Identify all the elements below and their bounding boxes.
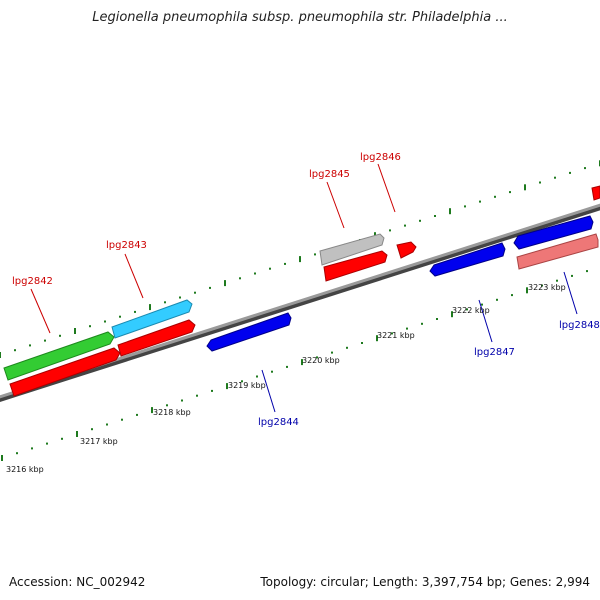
genome-summary-text: Topology: circular; Length: 3,397,754 bp… [260,575,590,589]
reverse-scale-minor-tick [271,371,273,373]
reverse-scale-minor-tick [406,328,408,330]
reverse-scale-minor-tick [586,270,588,272]
forward-scale-minor-tick [584,167,586,169]
forward-scale-minor-tick [239,277,241,279]
reverse-scale-minor-tick [496,299,498,301]
reverse-scale-minor-tick [16,452,18,454]
forward-scale-minor-tick [29,344,31,346]
forward-scale-minor-tick [104,321,106,323]
scale-label-3223: 3223 kbp [528,283,566,292]
forward-scale-minor-tick [464,205,466,207]
label-lpg2848: lpg2848 [559,320,600,331]
forward-scale-major-tick [149,304,151,310]
scale-label-3220: 3220 kbp [302,356,340,365]
forward-scale-minor-tick [404,225,406,227]
forward-scale-minor-tick [134,311,136,313]
forward-scale-minor-tick [44,340,46,342]
leader-lpg2848 [564,272,577,314]
reverse-scale-minor-tick [331,352,333,354]
forward-scale-major-tick [224,280,226,286]
reverse-scale-minor-tick [121,419,123,421]
label-leader-lines [31,164,577,412]
forward-scale-major-tick [0,352,1,358]
scale-label-3216: 3216 kbp [6,465,44,474]
reverse-scale-minor-tick [91,428,93,430]
scale-label-3222: 3222 kbp [452,306,490,315]
forward-scale-minor-tick [539,182,541,184]
genome-map-canvas: Legionella pneumophila subsp. pneumophil… [0,0,600,600]
gene-lpg2846[interactable] [397,242,416,258]
forward-scale-minor-tick [89,325,91,327]
reverse-scale-major-tick [1,455,3,461]
forward-scale-ticks [0,160,600,358]
leader-lpg2845 [327,182,344,228]
reverse-scale-minor-tick [361,342,363,344]
forward-scale-minor-tick [509,191,511,193]
forward-scale-minor-tick [314,253,316,255]
scale-label-3218: 3218 kbp [153,408,191,417]
scale-label-3221: 3221 kbp [377,331,415,340]
reverse-scale-major-tick [76,431,78,437]
gene-red-edge[interactable] [592,186,600,200]
leader-lpg2843 [125,254,143,298]
forward-scale-minor-tick [119,316,121,318]
reverse-scale-minor-tick [256,376,258,378]
forward-scale-minor-tick [59,335,61,337]
forward-scale-minor-tick [479,201,481,203]
forward-scale-minor-tick [284,263,286,265]
forward-scale-minor-tick [389,229,391,231]
reverse-scale-minor-tick [346,347,348,349]
reverse-scale-minor-tick [181,400,183,402]
leader-lpg2846 [378,164,395,212]
scale-label-3217: 3217 kbp [80,437,118,446]
label-lpg2846: lpg2846 [360,152,401,163]
label-lpg2842: lpg2842 [12,276,53,287]
forward-scale-minor-tick [164,301,166,303]
forward-scale-minor-tick [14,349,16,351]
forward-scale-minor-tick [254,273,256,275]
forward-scale-major-tick [449,208,451,214]
reverse-scale-minor-tick [421,323,423,325]
genome-track-diagram: lpg2842 lpg2843 lpg2845 lpg2846 lpg2844 … [0,0,600,600]
forward-scale-minor-tick [179,297,181,299]
reverse-scale-minor-tick [511,294,513,296]
forward-scale-minor-tick [569,172,571,174]
forward-scale-major-tick [299,256,301,262]
reverse-scale-minor-tick [136,414,138,416]
reverse-scale-minor-tick [61,438,63,440]
label-lpg2844: lpg2844 [258,417,299,428]
reverse-scale-minor-tick [436,318,438,320]
label-lpg2847: lpg2847 [474,347,515,358]
reverse-scale-minor-tick [46,443,48,445]
forward-scale-minor-tick [434,215,436,217]
reverse-scale-minor-tick [286,366,288,368]
forward-scale-minor-tick [269,268,271,270]
reverse-scale-minor-tick [31,447,33,449]
forward-scale-minor-tick [419,220,421,222]
label-lpg2845: lpg2845 [309,169,350,180]
scale-label-3219: 3219 kbp [228,381,266,390]
leader-lpg2844 [262,370,275,412]
forward-scale-minor-tick [194,292,196,294]
reverse-scale-minor-tick [196,395,198,397]
label-lpg2843: lpg2843 [106,240,147,251]
forward-scale-minor-tick [554,177,556,179]
leader-lpg2842 [31,289,50,333]
reverse-scale-minor-tick [106,424,108,426]
reverse-scale-minor-tick [571,275,573,277]
reverse-scale-minor-tick [556,280,558,282]
reverse-scale-minor-tick [166,404,168,406]
accession-text: Accession: NC_002942 [9,575,145,589]
reverse-scale-minor-tick [211,390,213,392]
forward-scale-major-tick [74,328,76,334]
forward-scale-major-tick [524,184,526,190]
forward-scale-minor-tick [494,196,496,198]
forward-scale-minor-tick [209,287,211,289]
